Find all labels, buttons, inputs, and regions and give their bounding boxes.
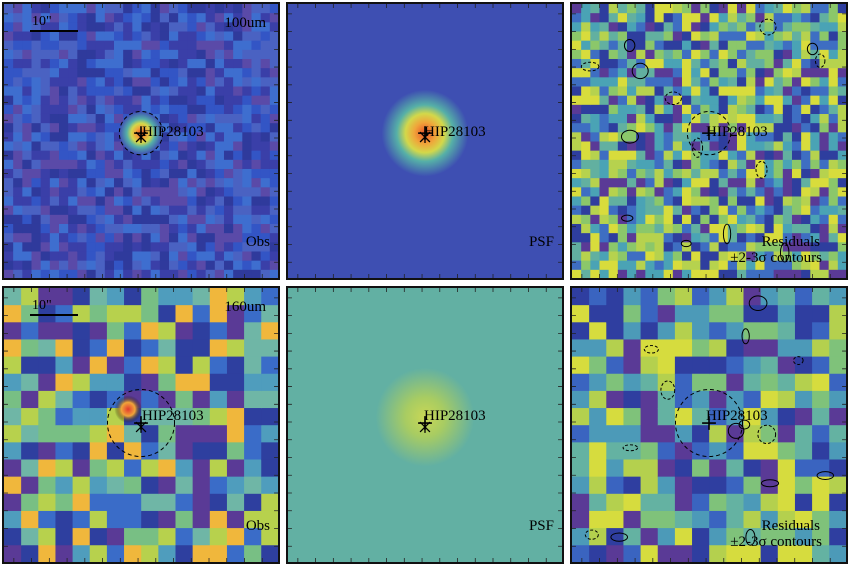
target-label: HIP28103 — [142, 408, 204, 424]
image-100um-obs — [4, 4, 278, 278]
target-label: HIP28103 — [424, 408, 486, 424]
panel-100um-psf: HIP28103 PSF — [286, 2, 564, 280]
panel-100um-residuals: HIP28103 Residuals ±2-3σ contours — [570, 2, 848, 280]
image-160um-psf — [288, 288, 562, 562]
target-label: HIP28103 — [706, 124, 768, 140]
band-label: 100um — [224, 15, 266, 31]
panel-caption: Residuals — [761, 518, 820, 534]
image-160um-residuals — [572, 288, 846, 562]
panel-160um-residuals: HIP28103 Residuals ±2-3σ contours — [570, 286, 848, 564]
panel-caption: Obs — [245, 518, 270, 534]
panel-caption: Obs — [245, 234, 270, 250]
band-label: 160um — [224, 299, 266, 315]
target-label: HIP28103 — [142, 124, 204, 140]
image-100um-residuals — [572, 4, 846, 278]
scale-label: 10" — [32, 14, 52, 29]
scale-bar — [30, 30, 78, 32]
panel-100um-obs: 10" 100um HIP28103 Obs — [2, 2, 280, 280]
target-label: HIP28103 — [706, 408, 768, 424]
image-100um-psf — [288, 4, 562, 278]
panel-caption: Residuals — [761, 234, 820, 250]
panel-160um-psf: HIP28103 PSF — [286, 286, 564, 564]
panel-caption: PSF — [528, 518, 554, 534]
scale-label: 10" — [32, 298, 52, 313]
panel-caption-contours: ±2-3σ contours — [730, 250, 822, 266]
target-label: HIP28103 — [424, 124, 486, 140]
panel-160um-obs: 10" 160um HIP28103 Obs — [2, 286, 280, 564]
image-160um-obs — [4, 288, 278, 562]
panel-caption: PSF — [528, 234, 554, 250]
panel-caption-contours: ±2-3σ contours — [730, 534, 822, 550]
scale-bar — [30, 314, 78, 316]
